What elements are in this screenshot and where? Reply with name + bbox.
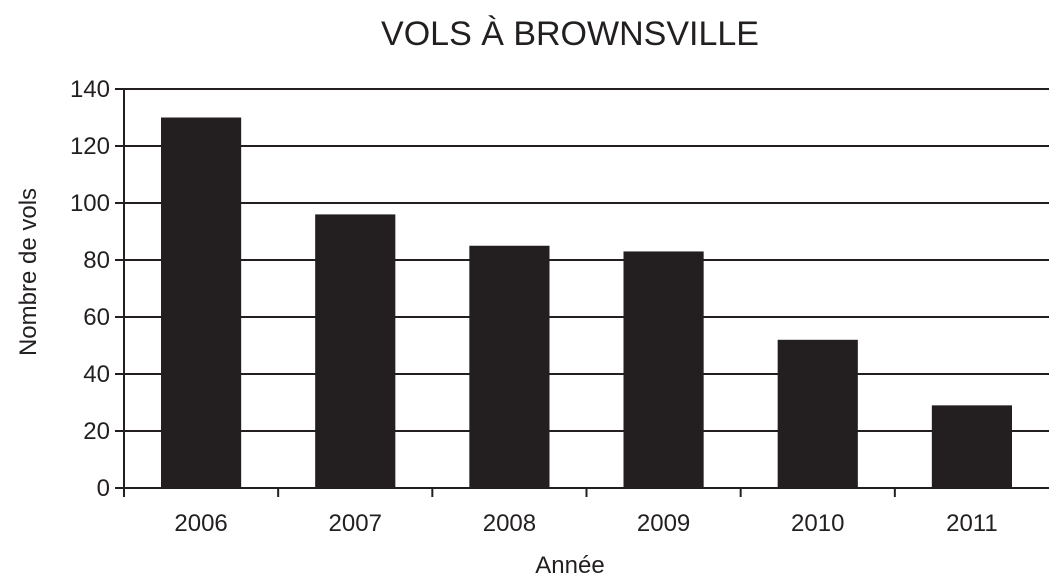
gridlines bbox=[124, 88, 1049, 432]
bar-2007 bbox=[315, 214, 396, 488]
bars bbox=[161, 117, 1012, 488]
y-tick-label: 140 bbox=[70, 76, 110, 103]
y-tick-label: 40 bbox=[83, 361, 110, 388]
y-tick-label: 80 bbox=[83, 247, 110, 274]
axes bbox=[115, 88, 1049, 497]
x-tick-label: 2008 bbox=[483, 510, 536, 537]
y-tick-label: 60 bbox=[83, 304, 110, 331]
bar-2008 bbox=[469, 245, 550, 488]
y-tick-labels: 0 20 40 60 80 100 120 140 bbox=[70, 76, 110, 502]
x-axis-label: Année bbox=[535, 552, 604, 579]
y-axis-label: Nombre de vols bbox=[15, 188, 42, 356]
bar-2009 bbox=[623, 251, 704, 488]
chart-title: VOLS À BROWNSVILLE bbox=[381, 15, 759, 53]
bar-2006 bbox=[161, 117, 242, 488]
bar-2010 bbox=[777, 339, 858, 488]
x-tick-labels: 2006 2007 2008 2009 2010 2011 bbox=[174, 510, 997, 537]
y-tick-label: 20 bbox=[83, 418, 110, 445]
x-tick-label: 2006 bbox=[174, 510, 227, 537]
y-tick-label: 0 bbox=[97, 475, 110, 502]
x-tick-label: 2007 bbox=[329, 510, 382, 537]
y-tick-label: 120 bbox=[70, 133, 110, 160]
x-tick-label: 2010 bbox=[791, 510, 844, 537]
y-tick-label: 100 bbox=[70, 190, 110, 217]
x-tick-label: 2011 bbox=[946, 510, 998, 537]
x-tick-label: 2009 bbox=[637, 510, 690, 537]
bar-2011 bbox=[931, 405, 1012, 488]
